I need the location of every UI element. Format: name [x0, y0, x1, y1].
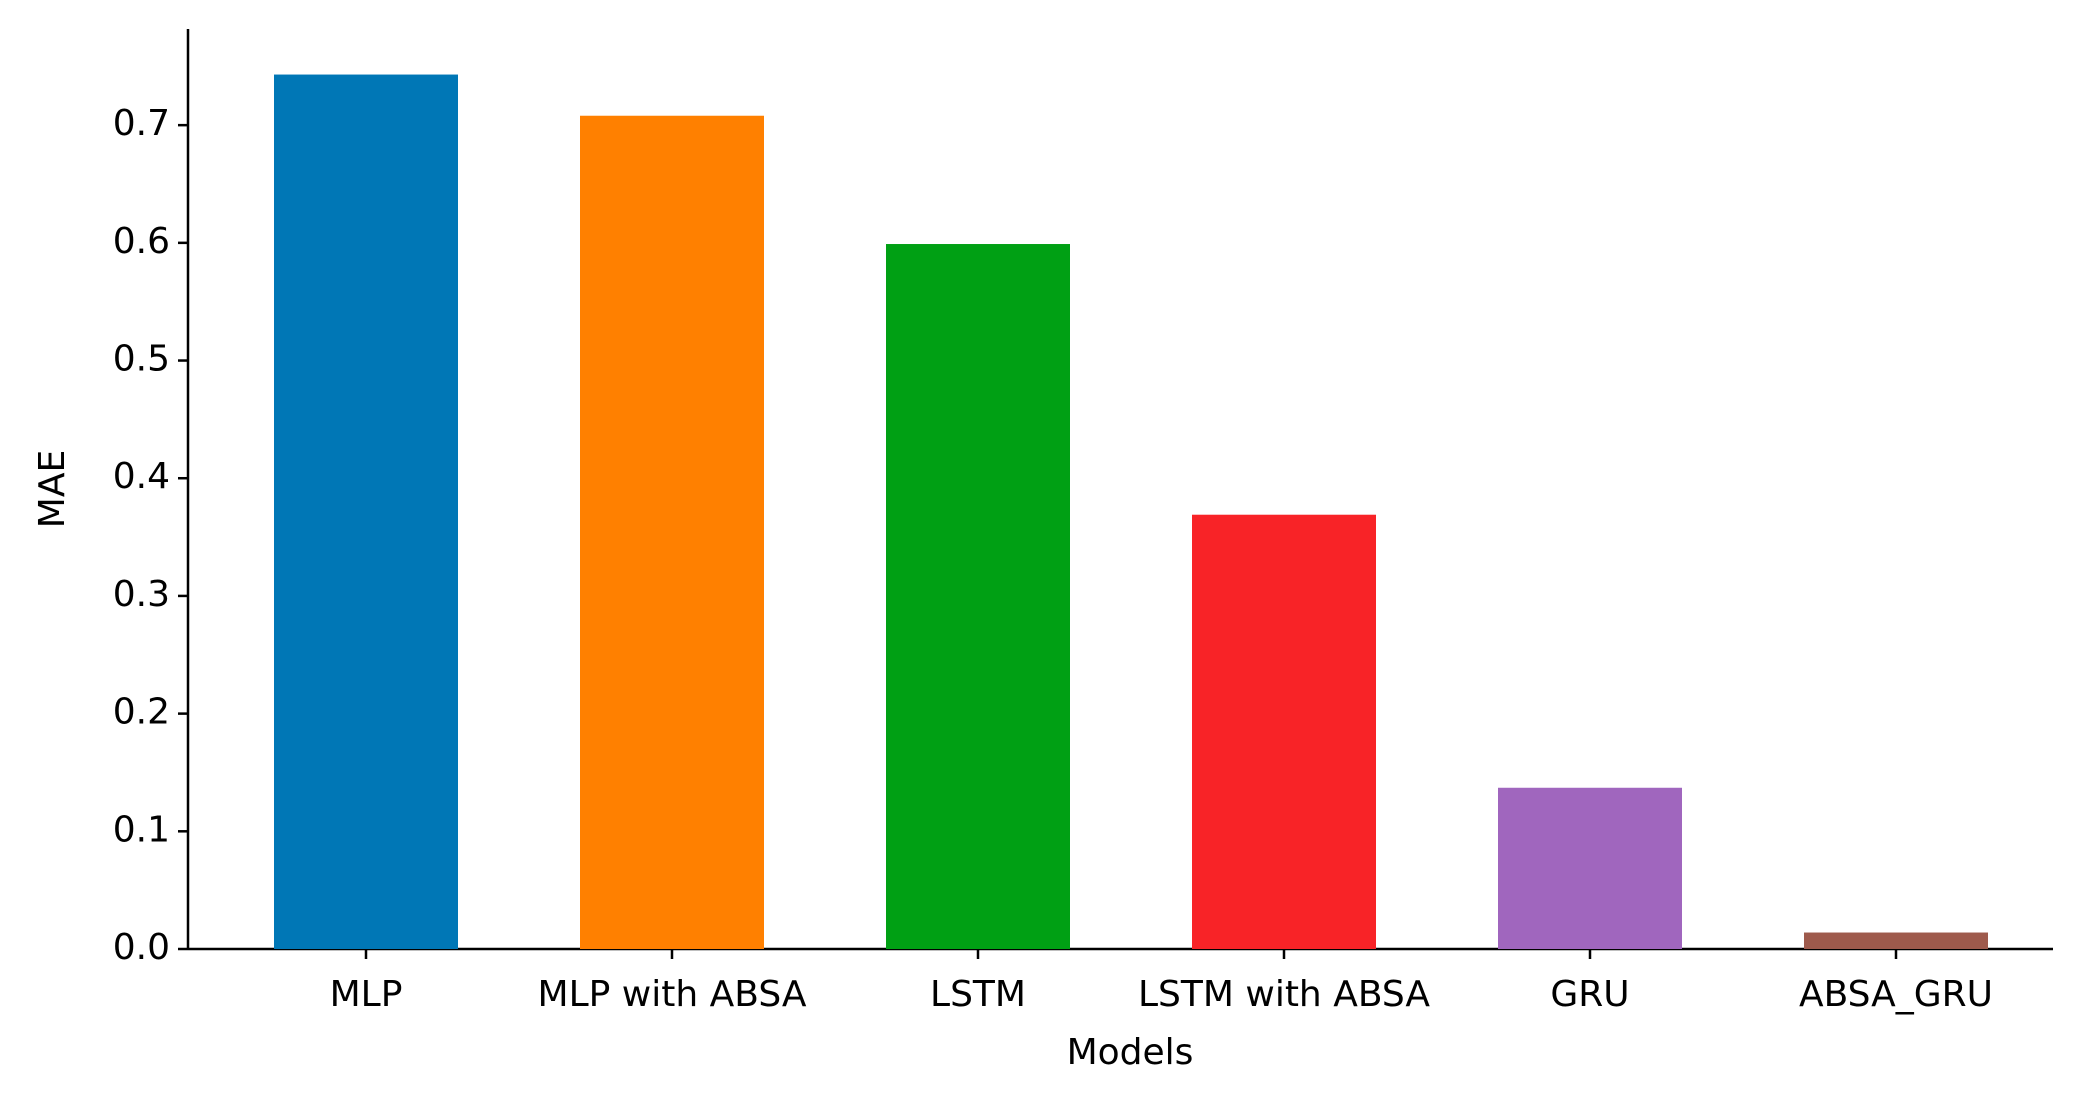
x-tick-label: ABSA_GRU	[1799, 974, 1993, 1015]
bar	[580, 115, 764, 949]
x-axis-label: Models	[1067, 1032, 1194, 1073]
x-tick-label: LSTM with ABSA	[1138, 974, 1430, 1015]
y-tick-label: 0.1	[113, 809, 170, 850]
y-tick-label: 0.2	[113, 692, 170, 733]
bar	[274, 74, 458, 950]
y-tick-label: 0.0	[113, 927, 170, 968]
y-tick-label: 0.7	[113, 103, 170, 144]
y-tick-label: 0.6	[113, 221, 170, 262]
x-tick-label: LSTM	[930, 974, 1026, 1015]
x-tick-label: MLP	[330, 974, 403, 1015]
bar	[886, 244, 1070, 949]
y-tick-label: 0.5	[113, 339, 170, 380]
x-tick-label: GRU	[1550, 974, 1629, 1015]
bar	[1192, 514, 1376, 949]
y-tick-label: 0.4	[113, 456, 170, 497]
bar	[1498, 787, 1682, 949]
bar	[1804, 932, 1988, 949]
x-tick-label: MLP with ABSA	[538, 974, 807, 1015]
y-axis-label: MAE	[32, 450, 73, 528]
y-tick-label: 0.3	[113, 574, 170, 615]
